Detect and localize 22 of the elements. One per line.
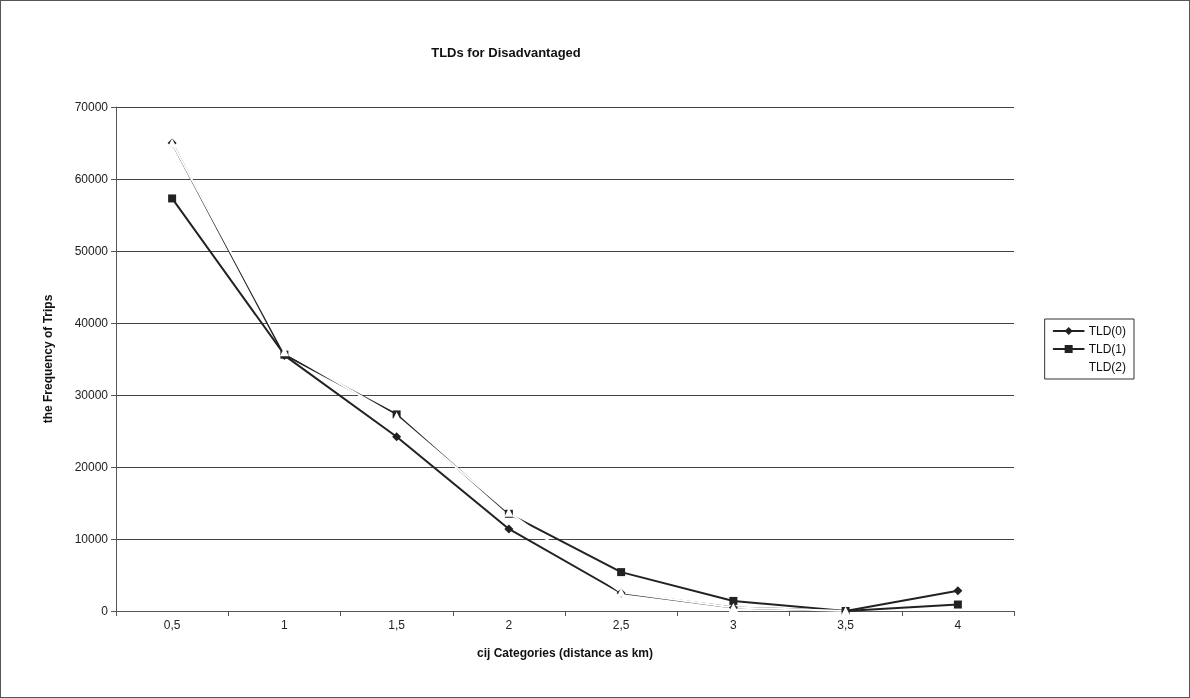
x-tick-label: 0,5 xyxy=(163,618,181,632)
y-tick-label: 70000 xyxy=(74,100,109,114)
y-tick-label: 50000 xyxy=(74,244,109,258)
y-tick-label: 60000 xyxy=(74,172,109,186)
y-axis-title: the Frequency of Trips xyxy=(41,294,55,424)
x-tick-label: 3 xyxy=(730,618,738,632)
x-tick-label: 1 xyxy=(281,618,289,632)
y-tick-label: 10000 xyxy=(74,532,109,546)
x-axis-title: cij Categories (distance as km) xyxy=(476,646,654,660)
y-tick-label: 30000 xyxy=(74,388,109,402)
legend-label: TLD(0) xyxy=(1088,324,1127,338)
text: TLD(2) xyxy=(1088,360,1127,374)
y-tick-label: 40000 xyxy=(74,316,109,330)
legend-label: TLD(1) xyxy=(1088,342,1127,356)
x-tick-label: 3,5 xyxy=(837,618,855,632)
x-tick-label: 2 xyxy=(505,618,513,632)
chart-title: TLDs for Disadvantaged xyxy=(431,45,581,60)
y-tick-label: 0 xyxy=(101,604,109,618)
y-tick-label: 20000 xyxy=(74,460,109,474)
x-tick-label: 1,5 xyxy=(388,618,406,632)
x-tick-label: 2,5 xyxy=(612,618,630,632)
x-tick-label: 4 xyxy=(954,618,962,632)
